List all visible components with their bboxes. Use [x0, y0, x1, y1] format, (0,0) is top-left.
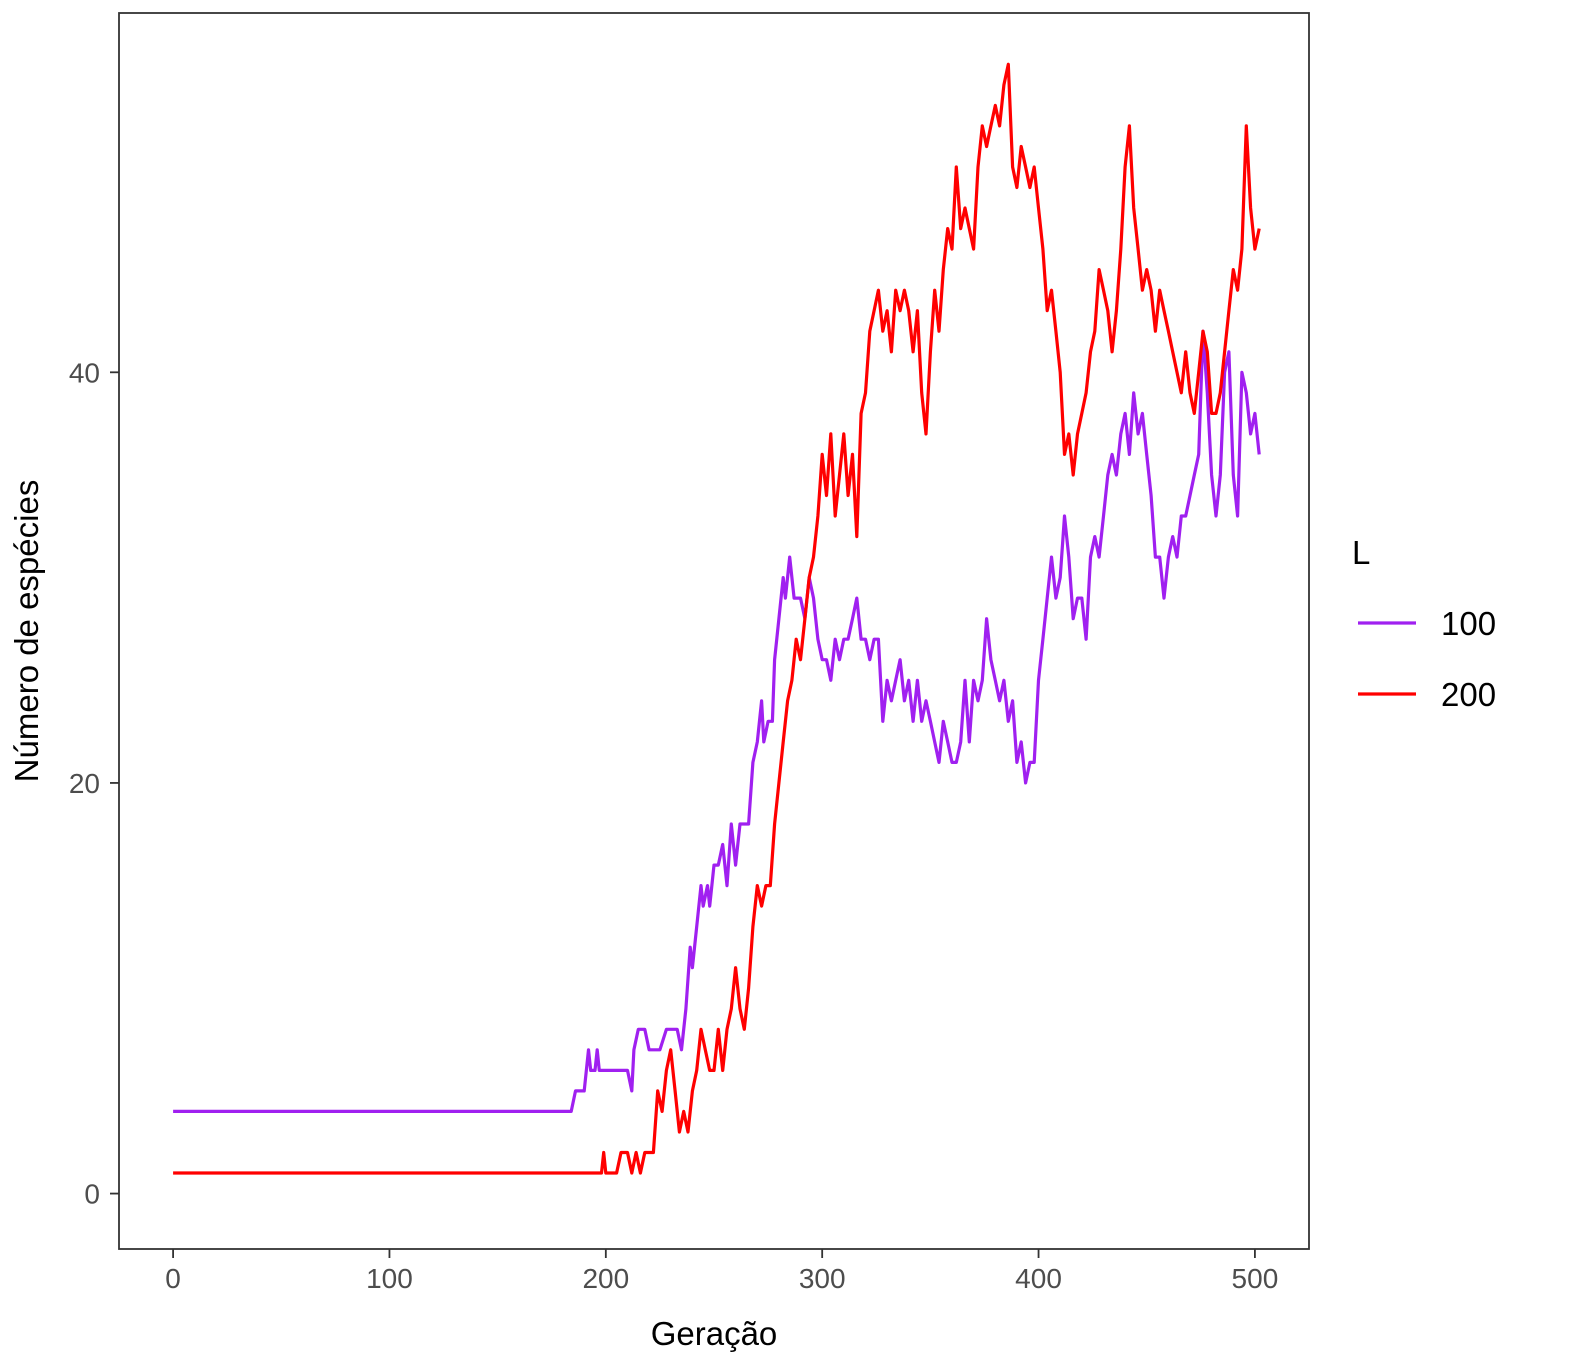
series-line-200 — [173, 62, 1261, 1175]
x-axis: 0 100 200 300 400 500 — [165, 1249, 1278, 1294]
x-tick-label: 500 — [1232, 1263, 1279, 1294]
y-tick-label: 20 — [69, 768, 100, 799]
x-tick-label: 100 — [366, 1263, 413, 1294]
x-tick-label: 400 — [1015, 1263, 1062, 1294]
y-axis-title: Número de espécies — [8, 480, 45, 783]
x-tick-label: 300 — [799, 1263, 846, 1294]
x-tick-label: 0 — [165, 1263, 181, 1294]
legend-label-100: 100 — [1441, 605, 1496, 642]
y-tick-label: 0 — [84, 1179, 100, 1210]
series-line-100 — [173, 329, 1261, 1113]
y-tick-label: 40 — [69, 357, 100, 388]
plot-border — [118, 12, 1310, 1250]
plot-panel — [119, 13, 1309, 1249]
x-tick-label: 200 — [582, 1263, 629, 1294]
legend-label-200: 200 — [1441, 676, 1496, 713]
y-axis: 0 20 40 — [69, 357, 119, 1210]
x-axis-title: Geração — [651, 1315, 778, 1352]
plot-area — [118, 12, 1310, 1250]
series-lines — [173, 62, 1261, 1175]
legend-title: L — [1352, 534, 1370, 571]
legend: L 100 200 — [1352, 534, 1496, 713]
